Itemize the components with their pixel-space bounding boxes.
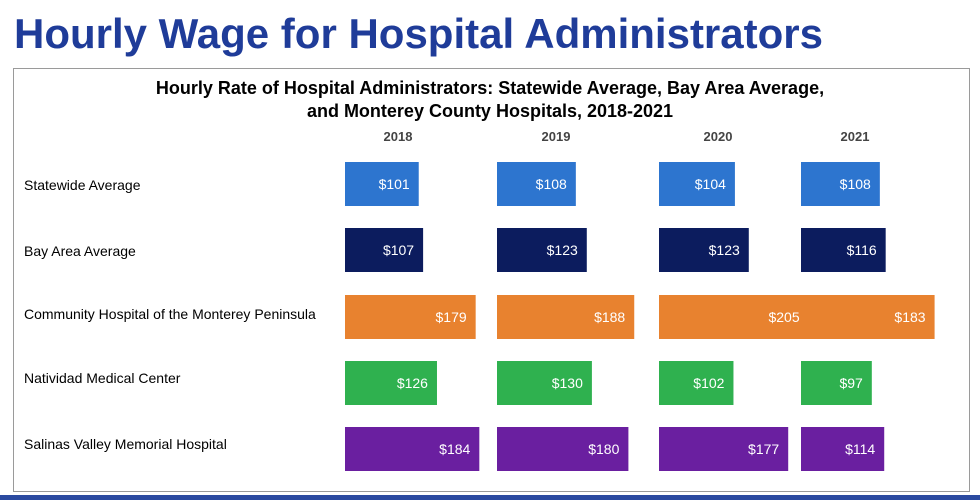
slide-title: Hourly Wage for Hospital Administrators [14, 10, 823, 57]
bar [345, 361, 437, 405]
row-label: Salinas Valley Memorial Hospital [24, 436, 227, 452]
bar-value-label: $108 [840, 176, 871, 192]
bar-value-label: $114 [845, 441, 875, 457]
bar [497, 162, 576, 206]
bar-value-label: $102 [693, 375, 724, 391]
bar-value-label: $123 [547, 242, 578, 258]
bar-value-label: $97 [839, 375, 863, 391]
bar [345, 228, 424, 272]
bar [801, 361, 872, 405]
bar [659, 427, 789, 471]
bar [659, 228, 749, 272]
bar [345, 295, 476, 339]
year-label-2019: 2019 [542, 129, 571, 144]
bar [801, 162, 880, 206]
bar-value-label: $180 [588, 441, 619, 457]
bar-value-label: $130 [552, 375, 583, 391]
bar-value-label: $104 [695, 176, 726, 192]
bar-value-label: $188 [594, 309, 625, 325]
bar-value-label: $184 [439, 441, 470, 457]
bar [801, 228, 886, 272]
year-label-2021: 2021 [841, 129, 870, 144]
bar [497, 228, 587, 272]
chart-title-line-1: Hourly Rate of Hospital Administrators: … [155, 78, 825, 98]
bar [497, 427, 629, 471]
bar-value-label: $107 [383, 242, 414, 258]
bar [659, 162, 735, 206]
bar [497, 361, 592, 405]
bar-value-label: $123 [709, 242, 740, 258]
bar [345, 427, 480, 471]
bottom-rule [0, 495, 980, 500]
year-label-2018: 2018 [384, 129, 413, 144]
bar-value-label: $101 [379, 176, 410, 192]
bar [345, 162, 419, 206]
bar-value-label: $126 [397, 375, 428, 391]
bar-value-label: $116 [847, 242, 877, 258]
bar-value-label: $108 [536, 176, 567, 192]
chart-frame [13, 68, 970, 492]
bar [801, 295, 935, 339]
bar [659, 295, 809, 339]
chart-title-line-2: and Monterey County Hospitals, 2018-2021 [306, 101, 674, 121]
bar [659, 361, 734, 405]
row-label: Bay Area Average [24, 243, 136, 259]
bar-value-label: $177 [748, 441, 779, 457]
bar-value-label: $183 [894, 309, 925, 325]
row-label: Statewide Average [24, 177, 141, 193]
year-label-2020: 2020 [704, 129, 733, 144]
bar-value-label: $179 [436, 309, 467, 325]
row-label: Community Hospital of the Monterey Penin… [24, 306, 316, 322]
bar [801, 427, 885, 471]
bar [497, 295, 635, 339]
row-label: Natividad Medical Center [24, 370, 181, 386]
bar-value-label: $205 [768, 309, 799, 325]
